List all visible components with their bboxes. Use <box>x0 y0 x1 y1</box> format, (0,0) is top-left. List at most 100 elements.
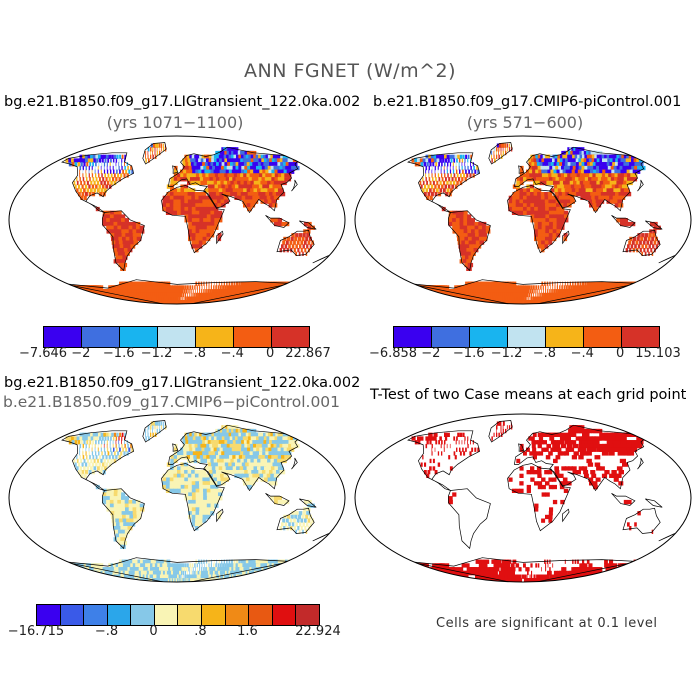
map-cell <box>281 244 284 249</box>
map-cell <box>126 451 129 456</box>
map-cell <box>207 447 213 452</box>
map-cell <box>199 177 205 182</box>
map-cell <box>154 425 156 430</box>
map-cell <box>198 559 200 564</box>
map-cell <box>533 195 539 200</box>
map-cell <box>197 567 198 572</box>
map-cell <box>174 285 178 290</box>
map-cell <box>117 507 123 512</box>
map-cell <box>543 289 544 294</box>
map-cell <box>177 173 181 178</box>
map-cell <box>213 199 218 204</box>
colorbar-segment <box>272 327 309 347</box>
map-cell <box>618 184 625 189</box>
map-cell <box>472 162 474 167</box>
map-cell <box>508 147 511 152</box>
map-cell <box>565 177 571 182</box>
map-cell <box>182 443 187 449</box>
map-cell <box>467 440 468 445</box>
map-cell <box>183 447 188 452</box>
map-cell <box>545 177 551 182</box>
map-cell <box>184 481 189 486</box>
map-cell <box>198 436 203 441</box>
coastline-antarctica <box>408 279 638 304</box>
map-cell <box>447 184 451 189</box>
map-cell <box>158 143 161 148</box>
map-cell <box>154 143 158 148</box>
map-cell <box>584 281 587 286</box>
map-cell <box>112 436 115 441</box>
map-cell <box>184 192 189 197</box>
map-cell <box>536 162 542 167</box>
map-cell <box>123 248 129 253</box>
coastline-madagascar <box>216 508 224 523</box>
map-cell <box>576 470 581 475</box>
map-cell <box>597 177 604 182</box>
map-cell <box>459 180 463 186</box>
map-cell <box>103 188 107 193</box>
map-cell <box>105 455 108 460</box>
map-cell <box>216 199 222 204</box>
map-cell <box>627 221 632 227</box>
map-cell <box>516 458 521 464</box>
map-cell <box>260 281 265 286</box>
map-cell <box>87 432 92 437</box>
map-cell <box>231 281 233 286</box>
map-cell <box>245 455 251 460</box>
map-cell <box>237 563 242 568</box>
map-cell <box>82 154 87 159</box>
map-cell <box>101 184 105 189</box>
map-cell <box>228 285 232 290</box>
map-cell <box>594 184 601 189</box>
map-cell <box>527 285 531 290</box>
map-cell <box>123 173 126 178</box>
map-cell <box>534 233 539 238</box>
map-cell <box>508 195 513 200</box>
map-cell <box>103 169 106 174</box>
map-cell <box>191 432 196 437</box>
map-cell <box>521 574 524 579</box>
map-cell <box>199 432 204 437</box>
map-cell <box>90 432 95 437</box>
map-cell <box>560 451 566 456</box>
map-cell <box>530 195 535 200</box>
map-cell <box>652 244 655 249</box>
map-cell <box>569 180 575 186</box>
map-cell <box>191 229 196 234</box>
map-cell <box>555 473 560 478</box>
map-cell <box>529 292 531 298</box>
map-cell <box>229 466 235 471</box>
map-cell <box>454 154 458 159</box>
map-cell <box>159 563 165 568</box>
map-cell <box>648 233 652 238</box>
map-cell <box>148 158 150 163</box>
map-cell <box>88 165 90 171</box>
map-cell <box>221 184 227 189</box>
map-cell <box>84 432 90 437</box>
colorbar-segment <box>470 327 508 347</box>
colorbar-tick-label: −7.646 <box>18 346 68 361</box>
coastline-australia <box>622 507 661 534</box>
map-cell <box>71 158 75 163</box>
map-cell <box>519 488 524 493</box>
map-cell <box>541 518 546 523</box>
map-cell <box>541 229 546 234</box>
map-cell <box>558 165 564 171</box>
map-cell <box>510 563 515 568</box>
panel-3-title: bg.e21.B1850.f09_g17.LIGtransient_122.0k… <box>4 375 361 391</box>
map-cell <box>215 443 221 449</box>
map-cell <box>270 473 276 478</box>
map-cell <box>599 199 605 204</box>
map-cell <box>187 195 193 200</box>
colorbar-tick-label: 22.867 <box>285 346 331 361</box>
coastline-australia <box>276 507 315 534</box>
map-cell <box>253 559 257 564</box>
map-cell <box>429 195 433 200</box>
map-cell <box>526 195 531 200</box>
map-cell <box>91 451 94 456</box>
map-cell <box>175 300 178 304</box>
map-cell <box>103 162 106 167</box>
map-cell <box>456 210 461 215</box>
map-cell <box>550 447 556 452</box>
map-cell <box>213 203 219 208</box>
